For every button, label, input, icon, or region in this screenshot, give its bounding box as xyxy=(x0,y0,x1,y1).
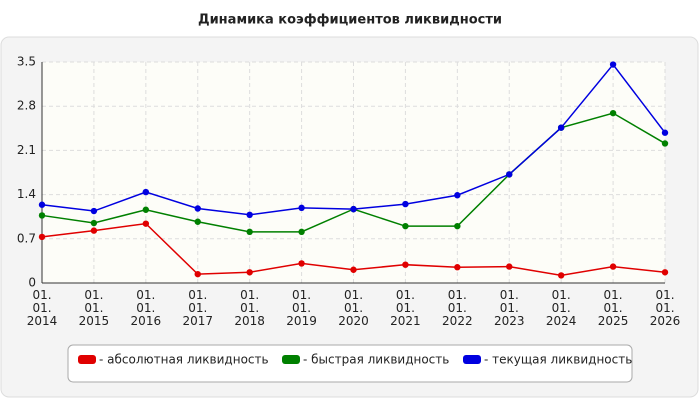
point xyxy=(142,220,150,227)
y-tick-label: 0.7 xyxy=(17,231,36,245)
point xyxy=(90,227,98,234)
point xyxy=(661,269,669,276)
x-tick-label: 01. 01. 2016 xyxy=(130,288,162,328)
point xyxy=(38,233,46,241)
x-tick-label: 01. 01. 2018 xyxy=(234,288,265,328)
x-tick-label: 01. 01. 2026 xyxy=(649,288,681,328)
x-tick-label: 01. 01. 2022 xyxy=(442,288,473,328)
point xyxy=(142,188,150,196)
point xyxy=(609,61,617,68)
legend-swatch xyxy=(463,355,481,364)
legend-swatch xyxy=(282,355,300,364)
point xyxy=(246,211,253,219)
point xyxy=(661,140,669,147)
point xyxy=(298,228,305,236)
y-tick-label: 3.5 xyxy=(17,55,36,69)
point xyxy=(194,270,201,278)
y-tick-label: 0 xyxy=(28,276,36,290)
point xyxy=(90,207,98,215)
x-tick-label: 01. 01. 2024 xyxy=(545,288,577,328)
point xyxy=(246,228,253,236)
point xyxy=(557,272,565,279)
point xyxy=(402,261,409,268)
point xyxy=(298,260,305,267)
point xyxy=(90,219,98,227)
x-tick-label: 01. 01. 2017 xyxy=(182,288,214,328)
point xyxy=(454,192,461,199)
point xyxy=(506,171,513,178)
legend-label: - абсолютная ликвидность xyxy=(99,353,269,367)
legend-swatch xyxy=(78,355,96,364)
point xyxy=(194,218,201,225)
point xyxy=(402,200,409,208)
y-tick-label: 2.8 xyxy=(17,99,36,113)
point xyxy=(38,201,46,208)
y-tick-label: 1.4 xyxy=(17,187,36,201)
point xyxy=(298,204,305,212)
point xyxy=(194,205,201,212)
point xyxy=(402,222,409,230)
point xyxy=(246,269,253,276)
y-tick-label: 2.1 xyxy=(17,143,36,157)
point xyxy=(350,205,357,213)
point xyxy=(142,206,150,213)
x-tick-label: 01. 01. 2014 xyxy=(26,288,58,328)
point xyxy=(506,263,513,270)
x-tick-label: 01. 01. 2015 xyxy=(78,288,110,328)
chart-title: Динамика коэффициентов ликвидности xyxy=(198,13,502,28)
point xyxy=(661,129,669,136)
point xyxy=(454,222,461,230)
point xyxy=(350,266,357,273)
point xyxy=(454,264,461,271)
legend-box xyxy=(67,344,633,383)
x-tick-label: 01. 01. 2023 xyxy=(493,288,525,328)
legend-label: - быстрая ликвидность xyxy=(303,353,449,367)
point xyxy=(38,212,46,219)
point xyxy=(609,109,617,117)
x-tick-label: 01. 01. 2025 xyxy=(597,288,629,328)
x-tick-label: 01. 01. 2019 xyxy=(286,288,317,328)
x-tick-label: 01. 01. 2021 xyxy=(390,288,421,328)
point xyxy=(557,124,565,131)
legend-label: - текущая ликвидность xyxy=(484,353,632,367)
point xyxy=(609,263,617,270)
x-tick-label: 01. 01. 2020 xyxy=(338,288,369,328)
plot-area xyxy=(42,62,665,283)
